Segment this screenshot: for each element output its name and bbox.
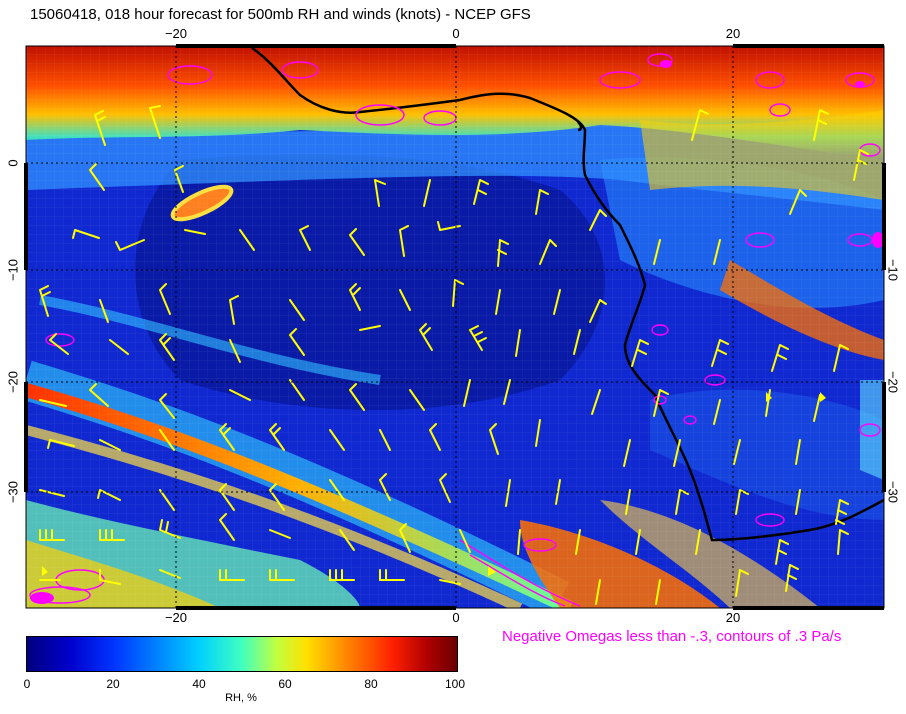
top-lon-label: −20 xyxy=(164,26,188,41)
colorbar-label: RH, % xyxy=(225,692,257,704)
wind-pennants xyxy=(42,392,826,576)
omega-contour-fills xyxy=(30,60,884,604)
colorbar-tick: 60 xyxy=(278,677,292,691)
wind-barbs xyxy=(39,105,869,605)
rh-colorbar xyxy=(26,636,458,672)
bottom-lon-label: 0 xyxy=(452,610,460,625)
top-lon-label: 0 xyxy=(452,26,460,41)
colorbar-tick: 80 xyxy=(364,677,378,691)
colorbar-tick: 0 xyxy=(23,677,31,691)
bottom-lon-label: −20 xyxy=(164,610,188,625)
omega-contours xyxy=(29,53,881,607)
map-title: 15060418, 018 hour forecast for 500mb RH… xyxy=(30,6,531,23)
top-lon-label: 20 xyxy=(725,26,741,41)
colorbar-tick: 40 xyxy=(192,677,206,691)
graticule xyxy=(26,46,884,608)
map-border-bands xyxy=(24,44,886,610)
africa-coastline xyxy=(251,46,884,542)
colorbar-tick: 20 xyxy=(106,677,120,691)
bottom-lon-label: 20 xyxy=(725,610,741,625)
colorbar-tick: 100 xyxy=(444,677,466,691)
omega-note: Negative Omegas less than -.3, contours … xyxy=(502,628,842,645)
